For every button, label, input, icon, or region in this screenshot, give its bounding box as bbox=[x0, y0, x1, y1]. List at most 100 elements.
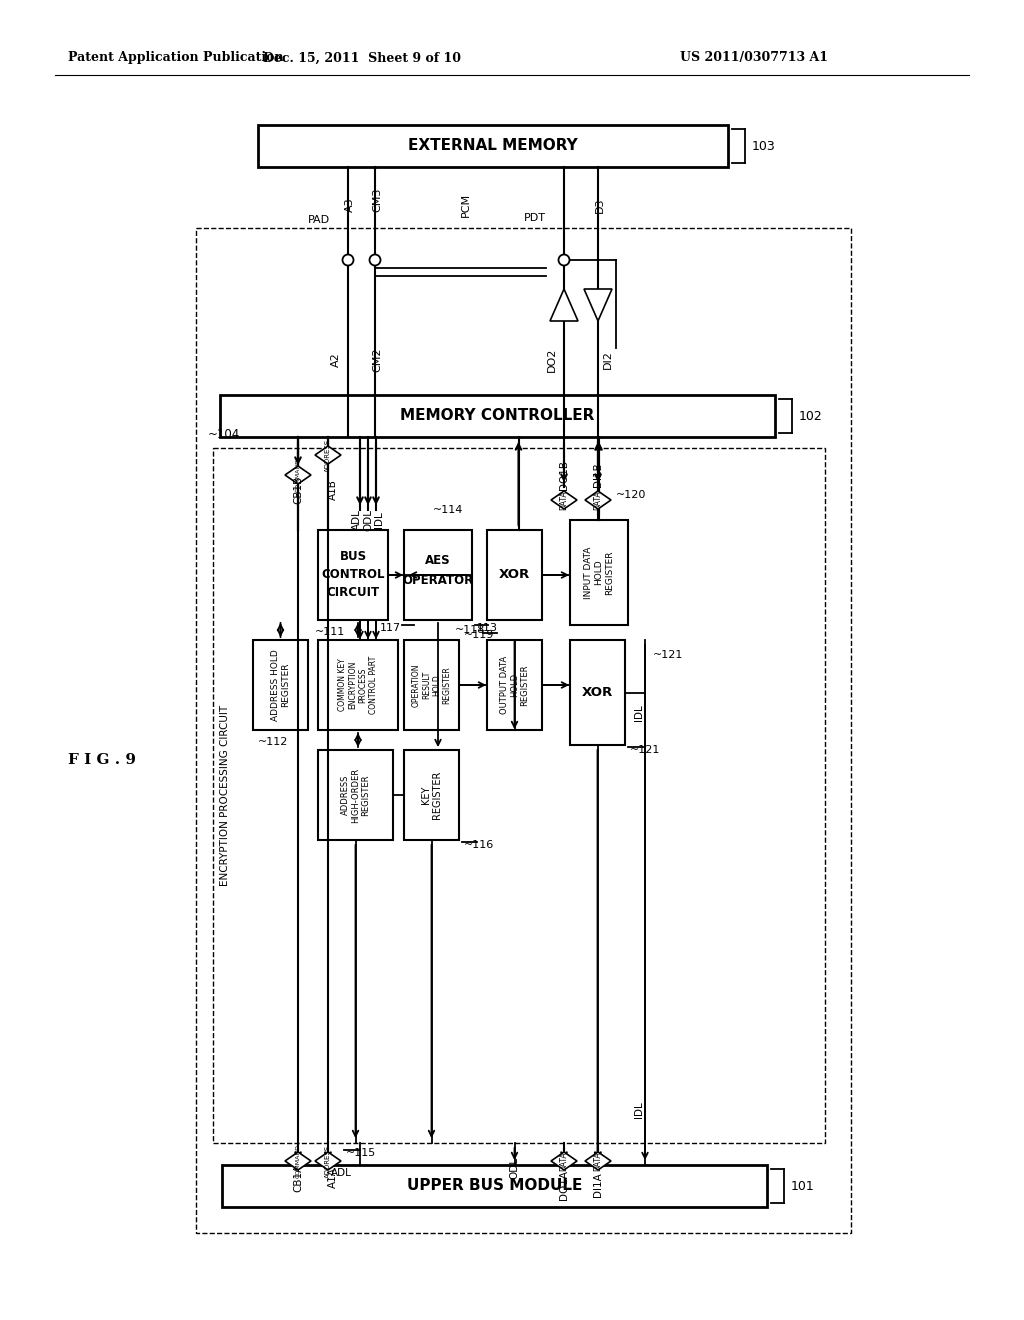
Polygon shape bbox=[285, 1152, 311, 1170]
Text: ~111: ~111 bbox=[315, 627, 345, 638]
Text: CIRCUIT: CIRCUIT bbox=[327, 586, 380, 599]
Text: ~115: ~115 bbox=[346, 1148, 376, 1158]
Bar bbox=[222, 1166, 767, 1206]
Polygon shape bbox=[315, 446, 341, 465]
Text: DATA: DATA bbox=[559, 1151, 568, 1171]
Text: ADL: ADL bbox=[352, 510, 362, 531]
Bar bbox=[318, 750, 393, 840]
Text: ~121: ~121 bbox=[630, 744, 660, 755]
Text: PDT: PDT bbox=[524, 213, 546, 223]
Text: F I G . 9: F I G . 9 bbox=[68, 752, 136, 767]
Text: ADDRESS: ADDRESS bbox=[325, 438, 331, 471]
Text: XOR: XOR bbox=[499, 569, 530, 582]
Text: ~104: ~104 bbox=[208, 428, 241, 441]
Bar bbox=[253, 640, 308, 730]
Text: DATA: DATA bbox=[559, 490, 568, 510]
Text: ~120: ~120 bbox=[616, 490, 646, 500]
Polygon shape bbox=[584, 289, 612, 321]
Text: D3: D3 bbox=[595, 197, 605, 213]
Text: COMMON KEY
ENCRYPTION
PROCESS
CONTROL PART: COMMON KEY ENCRYPTION PROCESS CONTROL PA… bbox=[338, 656, 378, 714]
Text: 103: 103 bbox=[752, 140, 776, 153]
Text: ~114: ~114 bbox=[433, 506, 464, 515]
Bar bbox=[196, 228, 851, 1233]
Text: 101: 101 bbox=[791, 1180, 815, 1192]
Text: BUS: BUS bbox=[339, 550, 367, 564]
Bar bbox=[258, 125, 728, 168]
Circle shape bbox=[370, 255, 381, 265]
Text: IDL: IDL bbox=[634, 704, 644, 721]
Text: ~118: ~118 bbox=[455, 624, 485, 635]
Polygon shape bbox=[550, 289, 578, 321]
Text: PCM: PCM bbox=[461, 193, 471, 216]
Text: CM3: CM3 bbox=[372, 187, 382, 213]
Text: COMMAND: COMMAND bbox=[296, 1144, 300, 1177]
Text: A2: A2 bbox=[331, 352, 341, 367]
Text: CB1B: CB1B bbox=[293, 477, 303, 504]
Bar bbox=[487, 640, 542, 730]
Text: ADDRESS HOLD
REGISTER: ADDRESS HOLD REGISTER bbox=[270, 649, 290, 721]
Text: UPPER BUS MODULE: UPPER BUS MODULE bbox=[407, 1179, 583, 1193]
Text: Patent Application Publication: Patent Application Publication bbox=[68, 51, 284, 65]
Bar bbox=[487, 531, 542, 620]
Text: OPERATION
RESULT
HOLD
REGISTER: OPERATION RESULT HOLD REGISTER bbox=[412, 663, 452, 706]
Text: COMMAND: COMMAND bbox=[296, 458, 300, 492]
Text: DI1B: DI1B bbox=[593, 462, 603, 487]
Text: ~116: ~116 bbox=[464, 840, 495, 850]
Polygon shape bbox=[585, 491, 611, 510]
Text: CONTROL: CONTROL bbox=[322, 569, 385, 582]
Text: ~112: ~112 bbox=[258, 737, 289, 747]
Text: ADDRESS: ADDRESS bbox=[325, 1144, 331, 1177]
Text: CM2: CM2 bbox=[372, 347, 382, 372]
Text: 113: 113 bbox=[477, 623, 498, 634]
Text: DO2: DO2 bbox=[547, 347, 557, 372]
Text: DATA: DATA bbox=[594, 1151, 602, 1171]
Text: DO1A: DO1A bbox=[559, 1170, 569, 1200]
Bar bbox=[570, 640, 625, 744]
Text: ~119: ~119 bbox=[464, 630, 495, 640]
Text: Dec. 15, 2011  Sheet 9 of 10: Dec. 15, 2011 Sheet 9 of 10 bbox=[263, 51, 461, 65]
Bar bbox=[570, 520, 628, 624]
Bar bbox=[404, 750, 459, 840]
Text: ~121: ~121 bbox=[653, 649, 683, 660]
Text: AES: AES bbox=[425, 553, 451, 566]
Text: EXTERNAL MEMORY: EXTERNAL MEMORY bbox=[409, 139, 578, 153]
Text: INPUT DATA
HOLD
REGISTER: INPUT DATA HOLD REGISTER bbox=[584, 546, 614, 599]
Text: 117: 117 bbox=[380, 623, 401, 634]
Text: OPERATOR: OPERATOR bbox=[402, 573, 474, 586]
Text: CB1A: CB1A bbox=[293, 1164, 303, 1192]
Polygon shape bbox=[551, 1152, 577, 1170]
Polygon shape bbox=[551, 491, 577, 510]
Bar bbox=[404, 531, 472, 620]
Text: OUTPUT DATA
HOLD
REGISTER: OUTPUT DATA HOLD REGISTER bbox=[500, 656, 529, 714]
Text: ADDRESS
HIGH-ORDER
REGISTER: ADDRESS HIGH-ORDER REGISTER bbox=[341, 767, 371, 822]
Text: US 2011/0307713 A1: US 2011/0307713 A1 bbox=[680, 51, 828, 65]
Text: A1A: A1A bbox=[328, 1168, 338, 1188]
Text: ODL: ODL bbox=[510, 1158, 519, 1179]
Text: PAD: PAD bbox=[308, 215, 330, 224]
Polygon shape bbox=[285, 466, 311, 484]
Circle shape bbox=[558, 255, 569, 265]
Text: DI2: DI2 bbox=[603, 351, 613, 370]
Text: A3: A3 bbox=[345, 198, 355, 213]
Text: XOR: XOR bbox=[582, 686, 613, 700]
Polygon shape bbox=[315, 1152, 341, 1170]
Text: DATA: DATA bbox=[594, 490, 602, 510]
Bar bbox=[318, 531, 388, 620]
Bar bbox=[220, 395, 775, 437]
Polygon shape bbox=[585, 1152, 611, 1170]
Text: 102: 102 bbox=[799, 409, 822, 422]
Text: DI1A: DI1A bbox=[593, 1172, 603, 1197]
Circle shape bbox=[342, 255, 353, 265]
Text: A1B: A1B bbox=[328, 479, 338, 500]
Bar bbox=[213, 447, 825, 1143]
Text: DO1B: DO1B bbox=[559, 459, 569, 490]
Bar bbox=[318, 640, 398, 730]
Text: IDL: IDL bbox=[634, 1102, 644, 1118]
Text: IDL: IDL bbox=[374, 512, 384, 528]
Text: MEMORY CONTROLLER: MEMORY CONTROLLER bbox=[400, 408, 595, 424]
Text: ODL: ODL bbox=[362, 510, 373, 531]
Text: ENCRYPTION PROCESSING CIRCUIT: ENCRYPTION PROCESSING CIRCUIT bbox=[220, 705, 230, 886]
Bar bbox=[404, 640, 459, 730]
Text: ADL: ADL bbox=[331, 1168, 352, 1177]
Text: KEY
REGISTER: KEY REGISTER bbox=[421, 771, 442, 820]
